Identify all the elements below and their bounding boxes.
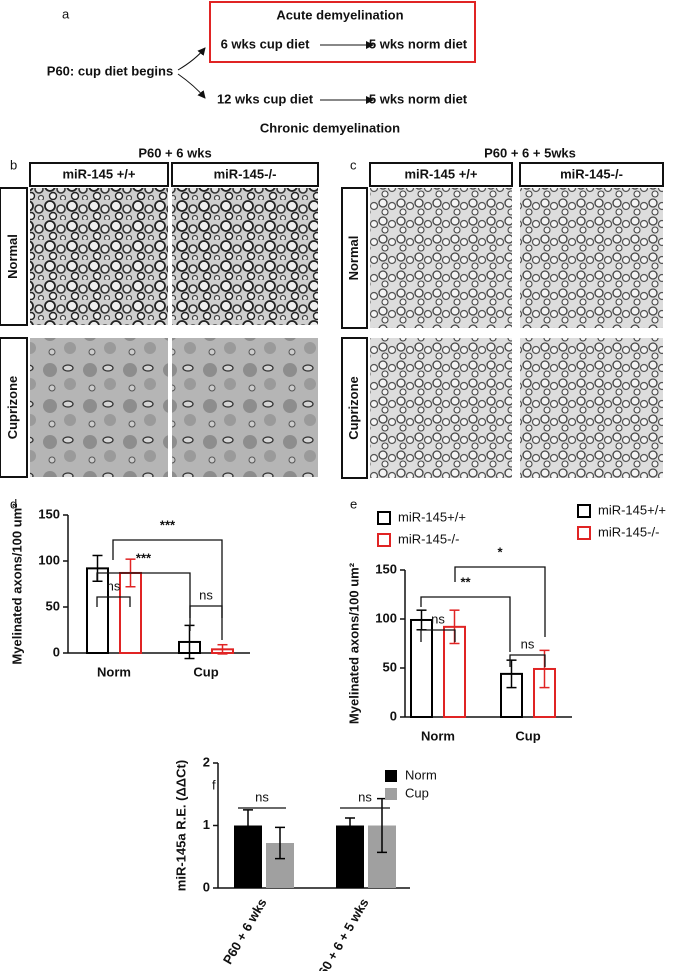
y-tick-label: 150 bbox=[38, 506, 60, 521]
legend-swatch bbox=[377, 511, 391, 525]
y-tick-label: 2 bbox=[203, 754, 210, 769]
y-tick-label: 0 bbox=[390, 708, 397, 723]
column-header bbox=[29, 162, 169, 187]
column-label: miR-145-/- bbox=[560, 166, 623, 181]
row-header bbox=[0, 337, 28, 478]
column-header bbox=[519, 162, 664, 187]
legend-swatch bbox=[577, 504, 591, 518]
y-tick-label: 0 bbox=[203, 879, 210, 894]
column-label: miR-145 +/+ bbox=[63, 166, 136, 181]
panel-label: f bbox=[212, 777, 216, 792]
column-header bbox=[171, 162, 319, 187]
y-tick-label: 50 bbox=[46, 598, 60, 613]
significance-bracket bbox=[420, 596, 511, 652]
y-axis-label: Myelinated axons/100 um² bbox=[9, 503, 24, 665]
legend-label: miR-145+/+ bbox=[598, 502, 666, 517]
step: 6 wks cup diet bbox=[221, 36, 311, 51]
y-tick-label: 100 bbox=[38, 552, 60, 567]
micrograph bbox=[172, 188, 318, 325]
significance-bracket bbox=[420, 629, 456, 642]
significance-bracket bbox=[96, 572, 191, 631]
x-tick-label: P60 + 6 + 5 wks bbox=[311, 896, 372, 971]
micrograph bbox=[30, 188, 168, 325]
step: 5 wks norm diet bbox=[369, 36, 468, 51]
panel-title: P60 + 6 wks bbox=[138, 145, 211, 160]
column-header bbox=[369, 162, 513, 187]
chronic-label: Chronic demyelination bbox=[260, 120, 400, 135]
micrograph bbox=[370, 338, 512, 478]
significance-label: *** bbox=[136, 550, 152, 565]
panel-label: c bbox=[350, 157, 357, 172]
micrograph bbox=[30, 338, 168, 477]
micrograph bbox=[520, 338, 663, 478]
significance-label: ns bbox=[521, 636, 535, 651]
row-header bbox=[0, 187, 28, 326]
step: 12 wks cup diet bbox=[217, 91, 314, 106]
column-label: miR-145 +/+ bbox=[405, 166, 478, 181]
y-axis-label: miR-145a R.E. (ΔΔCt) bbox=[173, 760, 188, 891]
significance-label: ns bbox=[255, 789, 269, 804]
panel-label: e bbox=[350, 496, 357, 511]
legend-swatch bbox=[577, 526, 591, 540]
row-label: Normal bbox=[5, 234, 20, 279]
significance-bracket bbox=[509, 654, 546, 667]
legend-label: Cup bbox=[405, 785, 429, 800]
micrograph bbox=[520, 188, 663, 328]
significance-bracket bbox=[189, 605, 223, 618]
micrograph bbox=[370, 188, 512, 328]
origin: P60: cup diet begins bbox=[47, 63, 173, 78]
legend-label: miR-145+/+ bbox=[398, 509, 466, 524]
arrow bbox=[177, 73, 206, 99]
highlight-box bbox=[209, 1, 476, 63]
significance-label: ns bbox=[199, 587, 213, 602]
legend-label: Norm bbox=[405, 767, 437, 782]
arrow bbox=[177, 47, 206, 71]
significance-label: ns bbox=[358, 789, 372, 804]
significance-bracket bbox=[454, 566, 546, 637]
y-tick-label: 150 bbox=[375, 561, 397, 576]
row-header bbox=[341, 337, 368, 479]
x-tick-label: Norm bbox=[421, 728, 455, 743]
significance-label: *** bbox=[160, 517, 176, 532]
y-tick-label: 100 bbox=[375, 610, 397, 625]
row-header bbox=[341, 187, 368, 329]
x-tick-label: P60 + 6 wks bbox=[220, 896, 270, 967]
y-tick-label: 0 bbox=[53, 644, 60, 659]
legend-swatch bbox=[385, 770, 397, 782]
significance-label: ns bbox=[107, 578, 121, 593]
y-tick-label: 50 bbox=[383, 659, 397, 674]
row-label: Cuprizone bbox=[346, 376, 361, 440]
x-tick-label: Cup bbox=[193, 664, 218, 679]
significance-label: * bbox=[497, 544, 503, 559]
y-axis-label: Myelinated axons/100 um² bbox=[346, 562, 361, 724]
panel-label: a bbox=[62, 6, 70, 21]
micrograph bbox=[172, 338, 318, 477]
panel-title: P60 + 6 + 5wks bbox=[484, 145, 576, 160]
acute-label: Acute demyelination bbox=[276, 7, 403, 22]
column-label: miR-145-/- bbox=[214, 166, 277, 181]
row-label: Cuprizone bbox=[5, 376, 20, 440]
legend-label: miR-145-/- bbox=[398, 531, 459, 546]
significance-label: ** bbox=[460, 574, 471, 589]
row-label: Normal bbox=[346, 236, 361, 281]
step: 5 wks norm diet bbox=[369, 91, 468, 106]
x-tick-label: Norm bbox=[97, 664, 131, 679]
panel-label: d bbox=[10, 496, 17, 511]
bar bbox=[336, 825, 364, 888]
legend-label: miR-145-/- bbox=[598, 524, 659, 539]
significance-label: ns bbox=[431, 611, 445, 626]
y-tick-label: 1 bbox=[203, 817, 210, 832]
legend-swatch bbox=[385, 788, 397, 800]
x-tick-label: Cup bbox=[515, 728, 540, 743]
significance-bracket bbox=[96, 596, 131, 607]
panel-label: b bbox=[10, 157, 17, 172]
significance-bracket bbox=[112, 539, 223, 640]
legend-swatch bbox=[377, 533, 391, 547]
